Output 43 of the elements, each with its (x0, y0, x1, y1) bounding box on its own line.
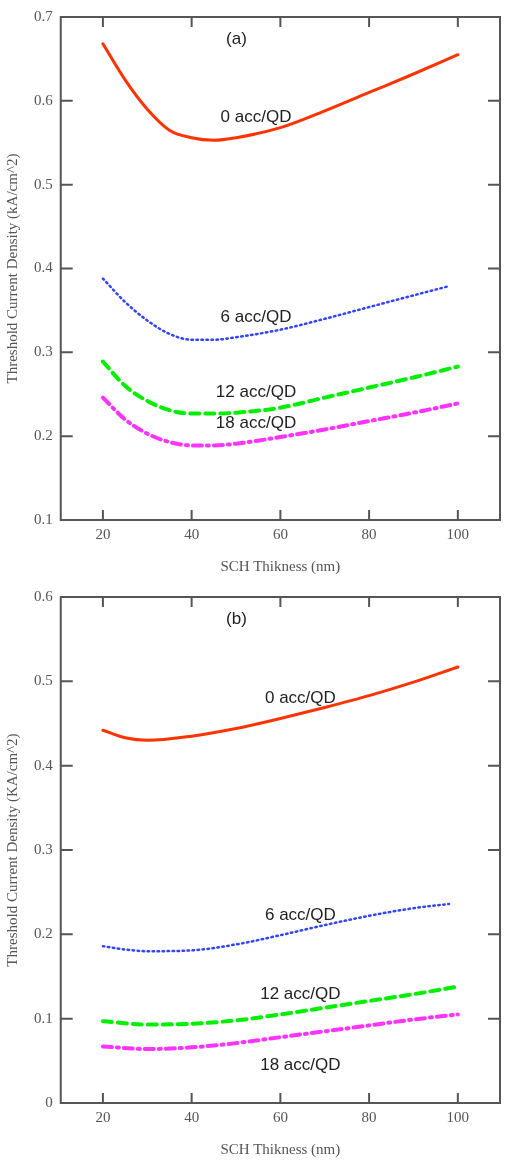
y-tick-label: 0.7 (34, 7, 54, 24)
y-tick-label: 0.2 (34, 925, 53, 942)
y-tick-label: 0.6 (34, 587, 54, 604)
series-label: 12 acc/QD (260, 984, 341, 1004)
x-tick-label: 60 (272, 1108, 288, 1125)
series-label: 6 acc/QD (264, 904, 336, 924)
y-tick-label: 0.5 (34, 175, 53, 192)
y-axis-title: Threshold Current Density (KA/cm^2) (3, 733, 21, 967)
y-tick-label: 0.3 (34, 343, 53, 360)
y-tick-label: 0.3 (34, 840, 53, 857)
y-tick-label: 0.4 (34, 259, 54, 276)
text: (b) (226, 608, 247, 628)
y-tick-label: 0.5 (34, 672, 53, 689)
text: (a) (226, 28, 247, 48)
y-tick-label: 0.2 (34, 427, 53, 444)
y-axis-title: Threshold Current Density (kA/cm^2) (3, 153, 21, 384)
y-tick-label: 0.6 (34, 91, 54, 108)
x-tick-label: 20 (95, 1108, 111, 1125)
series-label: 18 acc/QD (260, 1054, 341, 1074)
line-series (101, 665, 460, 742)
x-axis-title: SCH Thikness (nm) (220, 557, 341, 575)
line-series (100, 1012, 460, 1052)
series-label: 0 acc/QD (220, 107, 292, 127)
x-tick-label: 100 (446, 525, 470, 542)
x-tick-label: 80 (361, 1108, 377, 1125)
x-axis-title: SCH Thikness (nm) (220, 1140, 341, 1158)
x-tick-label: 100 (446, 1108, 470, 1125)
series-label: 6 acc/QD (220, 306, 292, 326)
x-tick-label: 40 (184, 1108, 200, 1125)
y-tick-label: 0.1 (34, 510, 53, 527)
series-label: 18 acc/QD (215, 413, 297, 433)
y-tick-label: 0.4 (34, 756, 54, 773)
x-tick-label: 40 (184, 525, 200, 542)
line-series (100, 359, 460, 416)
line-series (101, 277, 451, 342)
x-tick-label: 60 (272, 525, 288, 542)
series-label: 0 acc/QD (264, 688, 336, 708)
series-label: 12 acc/QD (215, 382, 297, 402)
x-tick-label: 80 (361, 525, 377, 542)
line-series (101, 902, 451, 953)
y-tick-label: 0.1 (34, 1009, 53, 1026)
y-tick-label: 0 (45, 1093, 53, 1110)
x-tick-label: 20 (95, 525, 111, 542)
